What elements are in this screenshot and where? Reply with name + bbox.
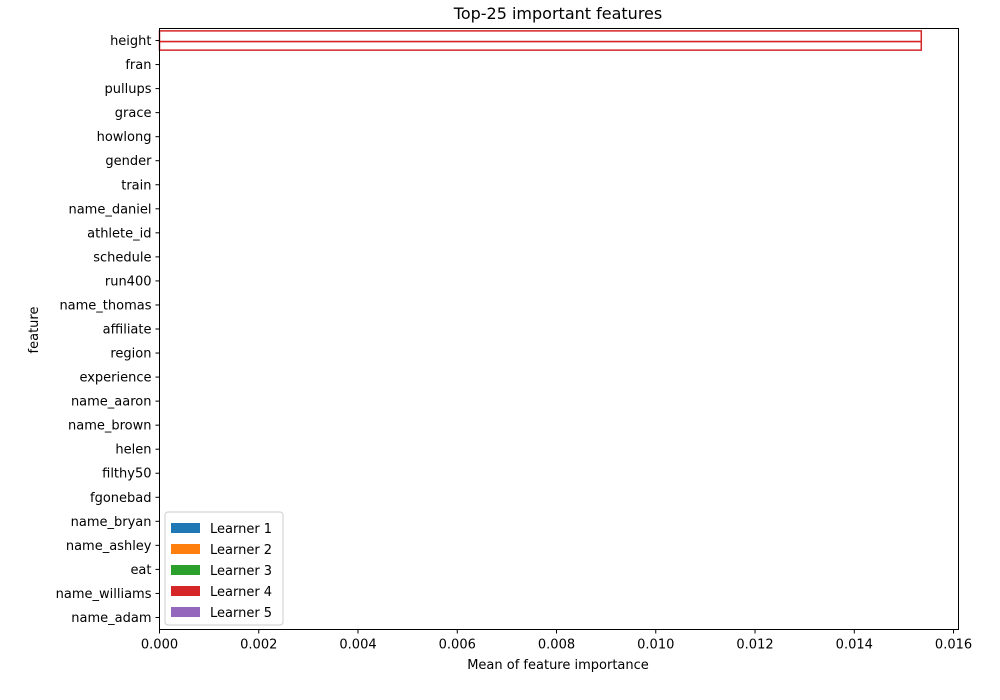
legend-swatch-2: [171, 544, 200, 554]
bars-layer: [158, 30, 923, 51]
x-tick-label-1: 0.002: [240, 638, 277, 653]
legend-label-5: Learner 5: [210, 606, 272, 621]
bar-learner-4-height: [158, 30, 923, 51]
plot-frame: [159, 28, 959, 630]
y-tick-label-filthy50: filthy50: [102, 467, 151, 482]
y-tick-label-schedule: schedule: [93, 250, 151, 265]
y-tick-label-name_williams: name_williams: [56, 587, 152, 602]
legend-swatch-5: [171, 607, 200, 617]
legend-swatch-1: [171, 523, 200, 533]
legend: Learner 1 Learner 2 Learner 3 Learner 4 Lear…: [164, 511, 284, 626]
chart-title: Top-25 important features: [453, 4, 662, 23]
y-tick-label-fran: fran: [125, 58, 151, 73]
y-tick-label-athlete_id: athlete_id: [87, 226, 151, 241]
y-tick-label-eat: eat: [130, 563, 151, 578]
y-tick-label-howlong: howlong: [97, 130, 152, 145]
y-ticks: height fran pullups grace howlong gender train…: [56, 34, 160, 626]
y-tick-label-region: region: [110, 347, 151, 362]
x-tick-label-2: 0.004: [339, 638, 376, 653]
x-tick-label-8: 0.016: [935, 638, 972, 653]
legend-label-1: Learner 1: [210, 522, 272, 537]
x-tick-label-3: 0.006: [439, 638, 476, 653]
x-tick-label-5: 0.010: [637, 638, 674, 653]
y-tick-label-helen: helen: [115, 443, 151, 458]
y-axis-label: feature: [27, 307, 42, 354]
x-tick-label-4: 0.008: [538, 638, 575, 653]
y-tick-label-name_thomas: name_thomas: [59, 298, 151, 313]
legend-swatch-3: [171, 565, 200, 575]
y-tick-label-height: height: [110, 34, 151, 49]
y-tick-label-name_aaron: name_aaron: [71, 395, 152, 410]
y-tick-label-fgonebad: fgonebad: [90, 491, 152, 506]
x-axis-label: Mean of feature importance: [467, 658, 649, 673]
y-tick-label-name_ashley: name_ashley: [66, 539, 152, 554]
y-tick-label-name_daniel: name_daniel: [68, 202, 151, 217]
legend-swatch-4: [171, 586, 200, 596]
legend-label-2: Learner 2: [210, 543, 272, 558]
y-tick-label-grace: grace: [115, 106, 152, 121]
y-tick-label-name_adam: name_adam: [71, 611, 151, 626]
legend-label-4: Learner 4: [210, 585, 272, 600]
x-tick-label-6: 0.012: [736, 638, 773, 653]
y-tick-label-pullups: pullups: [105, 82, 152, 97]
y-tick-label-name_bryan: name_bryan: [71, 515, 152, 530]
y-tick-label-gender: gender: [105, 154, 152, 169]
legend-box: [164, 511, 284, 626]
x-ticks: 0.000 0.002 0.004 0.006 0.008 0.010 0.012 0.014…: [141, 629, 972, 653]
y-tick-label-train: train: [121, 178, 151, 193]
y-tick-label-experience: experience: [79, 371, 151, 386]
y-tick-label-name_brown: name_brown: [68, 419, 152, 434]
y-tick-label-run400: run400: [105, 274, 152, 289]
x-tick-label-0: 0.000: [141, 638, 178, 653]
x-tick-label-7: 0.014: [836, 638, 873, 653]
legend-label-3: Learner 3: [210, 564, 272, 579]
y-tick-label-affiliate: affiliate: [103, 323, 152, 338]
